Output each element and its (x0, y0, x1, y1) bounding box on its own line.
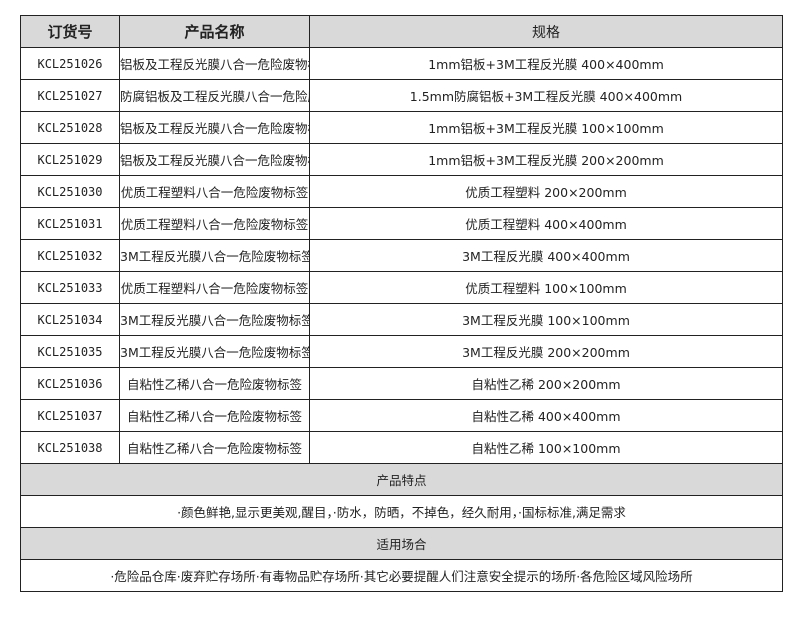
cell-order-no: KCL251031 (20, 207, 120, 240)
cell-order-no: KCL251036 (20, 367, 120, 400)
header-order-no: 订货号 (20, 15, 120, 48)
cell-product-name: 铝板及工程反光膜八合一危险废物标签 (119, 143, 310, 176)
cell-order-no: KCL251032 (20, 239, 120, 272)
cell-spec: 1.5mm防腐铝板+3M工程反光膜 400×400mm (309, 79, 783, 112)
cell-order-no: KCL251027 (20, 79, 120, 112)
cell-product-name: 3M工程反光膜八合一危险废物标签 (119, 303, 310, 336)
cell-order-no: KCL251038 (20, 431, 120, 464)
table-row: KCL251038 自粘性乙稀八合一危险废物标签 自粘性乙稀 100×100mm (20, 431, 783, 464)
table-row: KCL251036 自粘性乙稀八合一危险废物标签 自粘性乙稀 200×200mm (20, 367, 783, 400)
cell-spec: 优质工程塑料 200×200mm (309, 175, 783, 208)
cell-product-name: 铝板及工程反光膜八合一危险废物标签 (119, 111, 310, 144)
usage-title: 适用场合 (20, 527, 783, 560)
cell-product-name: 防腐铝板及工程反光膜八合一危险废物标签 (119, 79, 310, 112)
cell-spec: 1mm铝板+3M工程反光膜 200×200mm (309, 143, 783, 176)
cell-spec: 自粘性乙稀 200×200mm (309, 367, 783, 400)
cell-product-name: 优质工程塑料八合一危险废物标签 (119, 207, 310, 240)
cell-spec: 自粘性乙稀 100×100mm (309, 431, 783, 464)
usage-text: ·危险品仓库·废弃贮存场所·有毒物品贮存场所·其它必要提醒人们注意安全提示的场所… (20, 559, 783, 592)
features-title: 产品特点 (20, 463, 783, 496)
table-row: KCL251030 优质工程塑料八合一危险废物标签 优质工程塑料 200×200mm (20, 175, 783, 208)
cell-order-no: KCL251035 (20, 335, 120, 368)
cell-order-no: KCL251026 (20, 47, 120, 80)
cell-product-name: 铝板及工程反光膜八合一危险废物标签 (119, 47, 310, 80)
features-text: ·颜色鲜艳,显示更美观,醒目，·防水，防晒，不掉色，经久耐用，·国标标准,满足需… (20, 495, 783, 528)
cell-product-name: 自粘性乙稀八合一危险废物标签 (119, 431, 310, 464)
cell-product-name: 自粘性乙稀八合一危险废物标签 (119, 367, 310, 400)
table-row: KCL251026铝板及工程反光膜八合一危险废物标签1mm铝板+3M工程反光膜 … (20, 47, 783, 80)
cell-spec: 3M工程反光膜 200×200mm (309, 335, 783, 368)
table-row: KCL251029铝板及工程反光膜八合一危险废物标签1mm铝板+3M工程反光膜 … (20, 143, 783, 176)
cell-product-name: 优质工程塑料八合一危险废物标签 (119, 271, 310, 304)
cell-spec: 1mm铝板+3M工程反光膜 100×100mm (309, 111, 783, 144)
cell-spec: 优质工程塑料 400×400mm (309, 207, 783, 240)
cell-product-name: 3M工程反光膜八合一危险废物标签 (119, 335, 310, 368)
table-row: KCL251027防腐铝板及工程反光膜八合一危险废物标签1.5mm防腐铝板+3M… (20, 79, 783, 112)
header-product-name: 产品名称 (119, 15, 310, 48)
table-row: KCL251035 3M工程反光膜八合一危险废物标签 3M工程反光膜 200×200… (20, 335, 783, 368)
table-row: KCL251037 自粘性乙稀八合一危险废物标签 自粘性乙稀 400×400mm (20, 399, 783, 432)
table-row: KCL251028铝板及工程反光膜八合一危险废物标签1mm铝板+3M工程反光膜 … (20, 111, 783, 144)
table-row: KCL251033 优质工程塑料八合一危险废物标签 优质工程塑料 100×100mm (20, 271, 783, 304)
cell-order-no: KCL251028 (20, 111, 120, 144)
cell-spec: 3M工程反光膜 100×100mm (309, 303, 783, 336)
cell-product-name: 优质工程塑料八合一危险废物标签 (119, 175, 310, 208)
table-row: KCL251031 优质工程塑料八合一危险废物标签 优质工程塑料 400×400mm (20, 207, 783, 240)
cell-order-no: KCL251037 (20, 399, 120, 432)
cell-product-name: 自粘性乙稀八合一危险废物标签 (119, 399, 310, 432)
table-row: KCL251032 3M工程反光膜八合一危险废物标签 3M工程反光膜 400×400… (20, 239, 783, 272)
cell-spec: 1mm铝板+3M工程反光膜 400×400mm (309, 47, 783, 80)
product-spec-table: 订货号 产品名称 规格 KCL251026铝板及工程反光膜八合一危险废物标签1m… (20, 15, 783, 592)
cell-order-no: KCL251030 (20, 175, 120, 208)
cell-spec: 优质工程塑料 100×100mm (309, 271, 783, 304)
cell-order-no: KCL251029 (20, 143, 120, 176)
header-spec: 规格 (309, 15, 783, 48)
cell-order-no: KCL251034 (20, 303, 120, 336)
cell-product-name: 3M工程反光膜八合一危险废物标签 (119, 239, 310, 272)
cell-spec: 3M工程反光膜 400×400mm (309, 239, 783, 272)
header-row: 订货号 产品名称 规格 (20, 15, 783, 48)
cell-spec: 自粘性乙稀 400×400mm (309, 399, 783, 432)
table-row: KCL251034 3M工程反光膜八合一危险废物标签 3M工程反光膜 100×100… (20, 303, 783, 336)
cell-order-no: KCL251033 (20, 271, 120, 304)
